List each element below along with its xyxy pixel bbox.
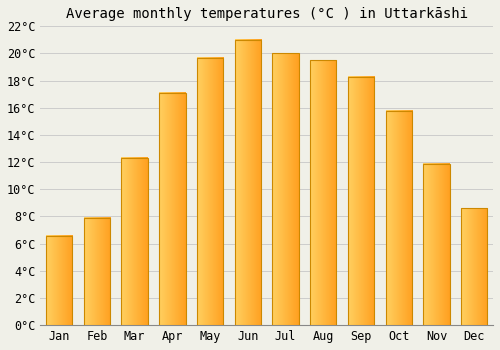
Bar [84, 218, 110, 325]
Title: Average monthly temperatures (°C ) in Uttarkāshi: Average monthly temperatures (°C ) in Ut… [66, 7, 468, 21]
Bar [272, 54, 299, 325]
Bar [386, 111, 412, 325]
Bar [348, 77, 374, 325]
Bar [46, 236, 72, 325]
Bar [234, 40, 261, 325]
Bar [424, 163, 450, 325]
Bar [197, 57, 224, 325]
Bar [310, 60, 336, 325]
Bar [122, 158, 148, 325]
Bar [461, 208, 487, 325]
Bar [159, 93, 186, 325]
